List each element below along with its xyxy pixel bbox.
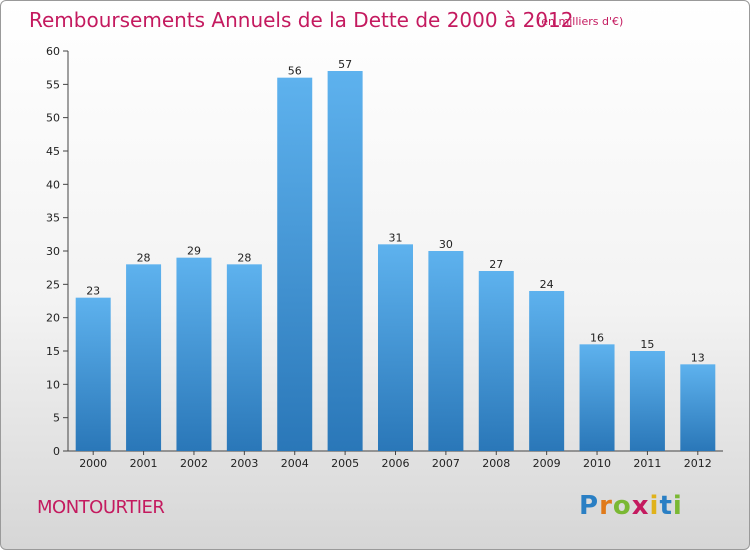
logo-letter: t (659, 491, 673, 521)
bar-2008 (478, 271, 514, 451)
x-tick-label-2011: 2011 (633, 457, 661, 470)
y-tick-label: 40 (46, 178, 60, 191)
bar-2005 (327, 71, 363, 451)
data-label-2009: 24 (540, 278, 554, 291)
logo-letter: o (612, 491, 632, 521)
chart-subtitle: (en milliers d'€) (537, 15, 624, 28)
bar-2003 (226, 264, 262, 451)
data-label-2001: 28 (137, 251, 151, 264)
x-tick-label-2002: 2002 (180, 457, 208, 470)
bar-2012 (680, 364, 716, 451)
x-tick-label-2008: 2008 (482, 457, 510, 470)
data-label-2000: 23 (86, 285, 100, 298)
logo-letter: r (599, 491, 613, 521)
bar-2007 (428, 251, 464, 451)
y-tick-label: 15 (46, 345, 60, 358)
y-tick-label: 50 (46, 112, 60, 125)
data-label-2007: 30 (439, 238, 453, 251)
data-label-2002: 29 (187, 245, 201, 258)
data-label-2010: 16 (590, 331, 604, 344)
bar-2004 (277, 77, 313, 452)
x-tick-label-2004: 2004 (281, 457, 309, 470)
chart-title: Remboursements Annuels de la Dette de 20… (29, 8, 574, 32)
y-tick-label: 0 (53, 445, 60, 458)
y-tick-label: 25 (46, 278, 60, 291)
x-tick-label-2007: 2007 (432, 457, 460, 470)
logo-letter: x (631, 491, 650, 521)
x-tick-label-2000: 2000 (79, 457, 107, 470)
y-tick-label: 45 (46, 145, 60, 158)
logo-letter: i (672, 491, 683, 521)
y-tick-label: 20 (46, 312, 60, 325)
bar-2010 (579, 344, 615, 451)
x-tick-label-2006: 2006 (382, 457, 410, 470)
bar-2002 (176, 257, 212, 451)
y-tick-label: 35 (46, 212, 60, 225)
x-tick-label-2003: 2003 (230, 457, 258, 470)
x-tick-label-2005: 2005 (331, 457, 359, 470)
bar-2006 (378, 244, 413, 451)
logo-letter: i (649, 491, 660, 521)
x-tick-label-2009: 2009 (533, 457, 561, 470)
data-label-2008: 27 (489, 258, 503, 271)
bar-2001 (126, 264, 162, 451)
logo-letter: P (579, 491, 600, 521)
y-tick-label: 30 (46, 245, 60, 258)
data-label-2003: 28 (237, 251, 251, 264)
bar-2000 (75, 297, 111, 451)
proxiti-logo: Proxiti (579, 491, 683, 521)
data-label-2012: 13 (691, 351, 705, 364)
y-tick-label: 55 (46, 78, 60, 91)
bar-2011 (629, 351, 665, 451)
bar-2009 (529, 291, 565, 451)
data-label-2005: 57 (338, 58, 352, 71)
y-tick-label: 60 (46, 45, 60, 58)
data-label-2011: 15 (640, 338, 654, 351)
data-label-2004: 56 (288, 65, 302, 78)
y-tick-label: 5 (53, 412, 60, 425)
data-label-2006: 31 (389, 231, 403, 244)
x-tick-label-2001: 2001 (130, 457, 158, 470)
x-tick-label-2010: 2010 (583, 457, 611, 470)
y-tick-label: 10 (46, 378, 60, 391)
x-tick-label-2012: 2012 (684, 457, 712, 470)
commune-name: MONTOURTIER (37, 497, 165, 518)
